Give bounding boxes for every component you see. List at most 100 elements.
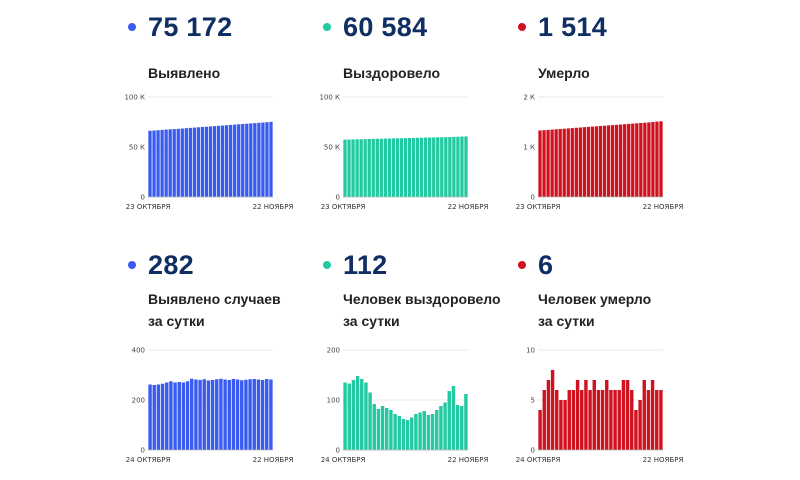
bar [655,390,659,450]
y-tick-label: 200 [132,397,145,405]
bar [202,379,206,450]
bar [216,125,221,197]
bar [456,136,460,197]
bar [233,124,237,197]
bar [621,380,626,450]
bar [212,126,217,197]
bar [596,390,601,450]
stat-header: 282 [128,248,194,282]
bar [559,400,563,450]
bar [418,412,422,450]
bar [444,137,448,197]
bar [379,138,383,197]
stat-label-line1: Выявлено [148,65,221,81]
bar [411,137,416,197]
bar [244,379,248,450]
bar [631,123,635,197]
panel-detected-total: 75 172 Выявлено 0 50 К 100 К 23 ОКТЯБРЯ 22 Н… [124,10,328,240]
bar [635,123,639,197]
bar [650,380,655,450]
bar [634,410,638,450]
x-end-label: 22 НОЯБРЯ [448,203,489,211]
bar [269,379,273,450]
stat-label-line1: Человек выздоровело [343,291,501,307]
stat-label: Выявлено [148,62,220,84]
bar [617,390,621,450]
bar [546,380,551,450]
y-tick-label: 0 [141,194,145,202]
legend-dot [518,261,526,269]
bar [443,402,447,450]
y-tick-label: 10 [526,347,535,355]
x-end-label: 22 НОЯБРЯ [643,203,684,211]
bar [241,124,245,197]
bar [265,379,269,450]
bar [570,128,574,197]
bar [204,126,209,197]
bar [190,378,194,450]
bar [598,126,603,197]
bar [659,390,663,450]
bar [659,121,663,197]
bar [422,411,426,450]
bar [237,124,241,197]
bar [630,390,634,450]
bar [387,138,392,197]
bar [460,406,464,450]
bar [452,136,456,197]
panel-deaths-daily: 6 Человек умерло за сутки 0 5 10 24 ОКТЯБРЯ… [516,248,718,478]
stat-label-line2: за сутки [538,313,595,329]
bar [355,376,360,450]
bar [436,137,440,197]
bar [165,382,169,450]
bar [363,139,367,197]
bar [372,404,376,450]
bar [575,380,580,450]
bar [160,383,165,450]
bar [403,138,408,197]
stat-label: Выздоровело [343,62,440,84]
stat-value: 282 [148,249,194,280]
bar [455,405,460,450]
bar [558,129,562,197]
bar [257,122,261,197]
y-tick-label: 0 [531,447,535,455]
bar [405,420,410,450]
bar [588,390,592,450]
bar [227,380,231,450]
stat-value: 6 [538,249,554,280]
bar [260,380,265,450]
bar [424,137,428,197]
bar [586,126,591,197]
bar [538,410,542,450]
bar [538,130,542,197]
bar [223,379,227,450]
bar [265,122,269,197]
stat-label: Умерло [538,62,590,84]
y-tick-label: 0 [531,194,535,202]
x-start-label: 23 ОКТЯБРЯ [126,203,171,211]
bar [639,123,643,197]
bar [355,139,359,197]
y-tick-label: 2 К [523,94,535,102]
bar [210,380,215,450]
bar [410,417,414,450]
bar [600,390,605,450]
x-end-label: 22 НОЯБРЯ [643,456,684,464]
bar [380,406,385,450]
bar [464,136,468,197]
legend-dot [323,261,331,269]
y-tick-label: 100 К [124,94,145,102]
bar [393,414,397,450]
stat-value: 60 584 [343,11,428,42]
x-end-label: 22 НОЯБРЯ [448,456,489,464]
bar [252,379,256,450]
y-tick-label: 0 [141,447,145,455]
bar [582,127,587,197]
bar [625,380,630,450]
y-tick-label: 5 [531,397,535,405]
bar [590,126,595,197]
stat-label-line1: Умерло [538,65,590,81]
y-tick-label: 50 К [129,144,145,152]
bar [623,124,627,197]
